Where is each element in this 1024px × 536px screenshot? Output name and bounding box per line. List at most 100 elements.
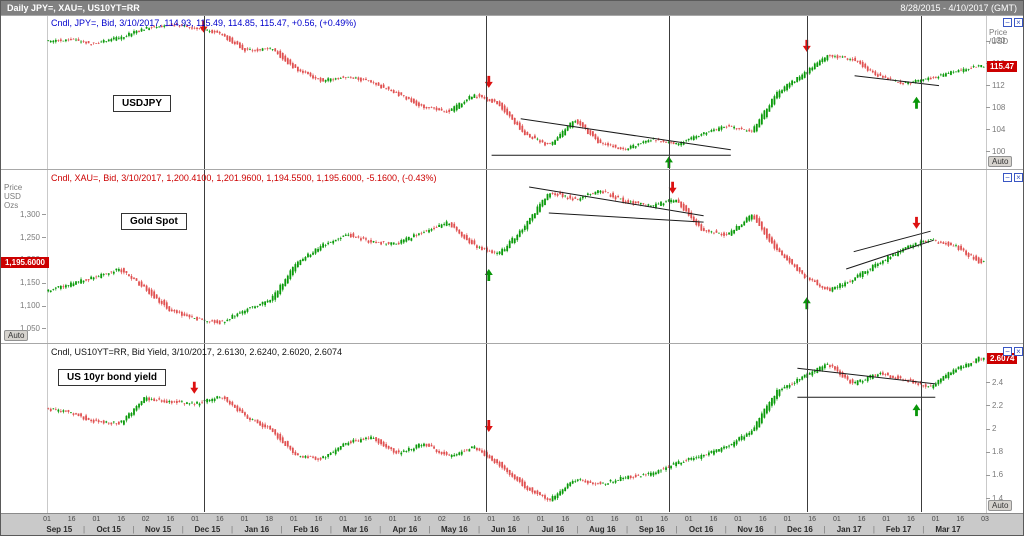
x-month-separator: | [428,525,431,534]
y-axis-title: /USD [989,37,1009,46]
y-tick-mark [986,382,990,384]
x-month-separator: | [675,525,678,534]
x-day-tick: 16 [561,516,570,523]
usdjpy-legend: Cndl, JPY=, Bid, 3/10/2017, 114.93, 115.… [51,18,357,28]
y-tick-mark [42,305,46,307]
minimize-icon[interactable]: − [1003,18,1012,27]
x-day-tick: 01 [783,516,792,523]
panel-separator [1,169,1023,170]
usdjpy-window-controls: − × [1003,18,1023,27]
event-vertical-line [203,16,205,512]
y-tick-mark [42,237,46,239]
y-tick-mark [986,428,990,430]
x-day-tick: 16 [215,516,224,523]
x-month-separator: | [231,525,234,534]
x-day-tick: 01 [635,516,644,523]
y-tick-mark [986,498,990,500]
usdjpy-label: USDJPY [113,95,172,112]
x-day-tick: 16 [117,516,125,523]
date-range: 8/28/2015 - 4/10/2017 (GMT) [900,3,1017,13]
y-tick-label: 108 [992,102,1006,112]
usdjpy-auto-scale-button[interactable]: Auto [988,156,1013,167]
x-month-label: Oct 15 [96,525,121,534]
x-month-label: Jan 16 [244,525,270,534]
x-month-label: Jul 16 [541,525,565,534]
x-month-label: Sep 15 [46,525,73,534]
gold-label: Gold Spot [121,213,187,230]
minimize-icon[interactable]: − [1003,173,1012,182]
x-day-tick: 16 [610,516,619,523]
y-tick-label: 104 [992,124,1006,134]
x-month-separator: | [576,525,579,534]
x-month-label: May 16 [440,525,468,534]
chart-title: Daily JPY=, XAU=, US10YT=RR [7,3,140,13]
y-tick-mark [986,107,990,109]
us10y-auto-scale-button[interactable]: Auto [988,500,1013,511]
event-vertical-line [668,16,670,512]
x-month-separator: | [823,525,826,534]
x-day-tick: 02 [141,516,150,523]
x-month-separator: | [132,525,135,534]
y-tick-label: 1.4 [992,493,1004,503]
up-arrow-annotation [912,96,921,109]
y-axis-title: Ozs [4,201,19,210]
x-month-separator: | [724,525,727,534]
x-month-separator: | [329,525,332,534]
usdjpy-candlestick-chart [47,20,985,168]
x-day-tick: 01 [931,516,940,523]
y-tick-mark [42,214,46,216]
y-tick-label: 1,100 [19,301,40,310]
x-day-tick: 03 [981,516,989,523]
y-tick-label: 120 [992,36,1006,46]
close-icon[interactable]: × [1014,18,1023,27]
x-month-label: Oct 16 [688,525,714,534]
x-month-label: Feb 17 [885,525,912,534]
y-tick-mark [42,282,46,284]
y-tick-label: 1.6 [992,470,1004,480]
panel-separator [1,343,1023,344]
x-month-label: Mar 17 [935,525,961,534]
us10y-last-price-badge: 2.6074 [987,353,1018,365]
x-day-tick: 01 [289,516,298,523]
plot-border [985,16,987,513]
us10y-legend: Cndl, US10YT=RR, Bid Yield, 3/10/2017, 2… [51,347,342,357]
down-arrow-annotation [912,216,921,229]
x-day-tick: 16 [67,516,76,523]
y-tick-mark [42,328,46,330]
gold-auto-scale-button[interactable]: Auto [4,330,29,341]
x-day-tick: 01 [832,516,841,523]
x-day-tick: 01 [586,516,594,523]
x-month-label: Jun 16 [491,525,517,534]
x-day-tick: 01 [684,516,693,523]
x-day-tick: 16 [808,516,817,523]
x-day-tick: 01 [487,516,496,523]
x-month-separator: | [477,525,481,534]
event-vertical-line [806,16,808,512]
y-tick-mark [986,405,990,407]
x-day-tick: 01 [339,516,348,523]
x-day-tick: 16 [314,516,323,523]
y-tick-label: 112 [992,80,1005,90]
x-day-tick: 02 [437,516,446,523]
time-axis: 01 16 01 16 02 16 01 16 01 18 01 16 01 16 01 16 02 16 01 16… [1,513,1023,535]
close-icon[interactable]: × [1014,173,1023,182]
event-vertical-line [921,16,923,512]
x-day-tick: 16 [512,516,520,523]
x-day-tick: 16 [709,516,718,523]
minimize-icon[interactable]: − [1003,347,1012,356]
x-month-label: Nov 16 [737,525,764,534]
x-day-tick: 16 [758,516,767,523]
y-tick-label: 2.4 [992,377,1004,387]
close-icon[interactable]: × [1014,347,1023,356]
x-month-separator: | [82,525,86,534]
x-month-label: Dec 15 [194,525,221,534]
x-day-tick: 01 [536,516,545,523]
y-tick-label: 1.8 [992,447,1004,457]
x-month-separator: | [922,525,925,534]
x-day-tick: 16 [166,516,175,523]
x-month-separator: | [379,525,382,534]
x-day-tick: 01 [734,516,743,523]
event-vertical-line [486,16,487,512]
y-tick-mark [986,129,990,131]
x-month-label: Nov 15 [144,525,172,534]
